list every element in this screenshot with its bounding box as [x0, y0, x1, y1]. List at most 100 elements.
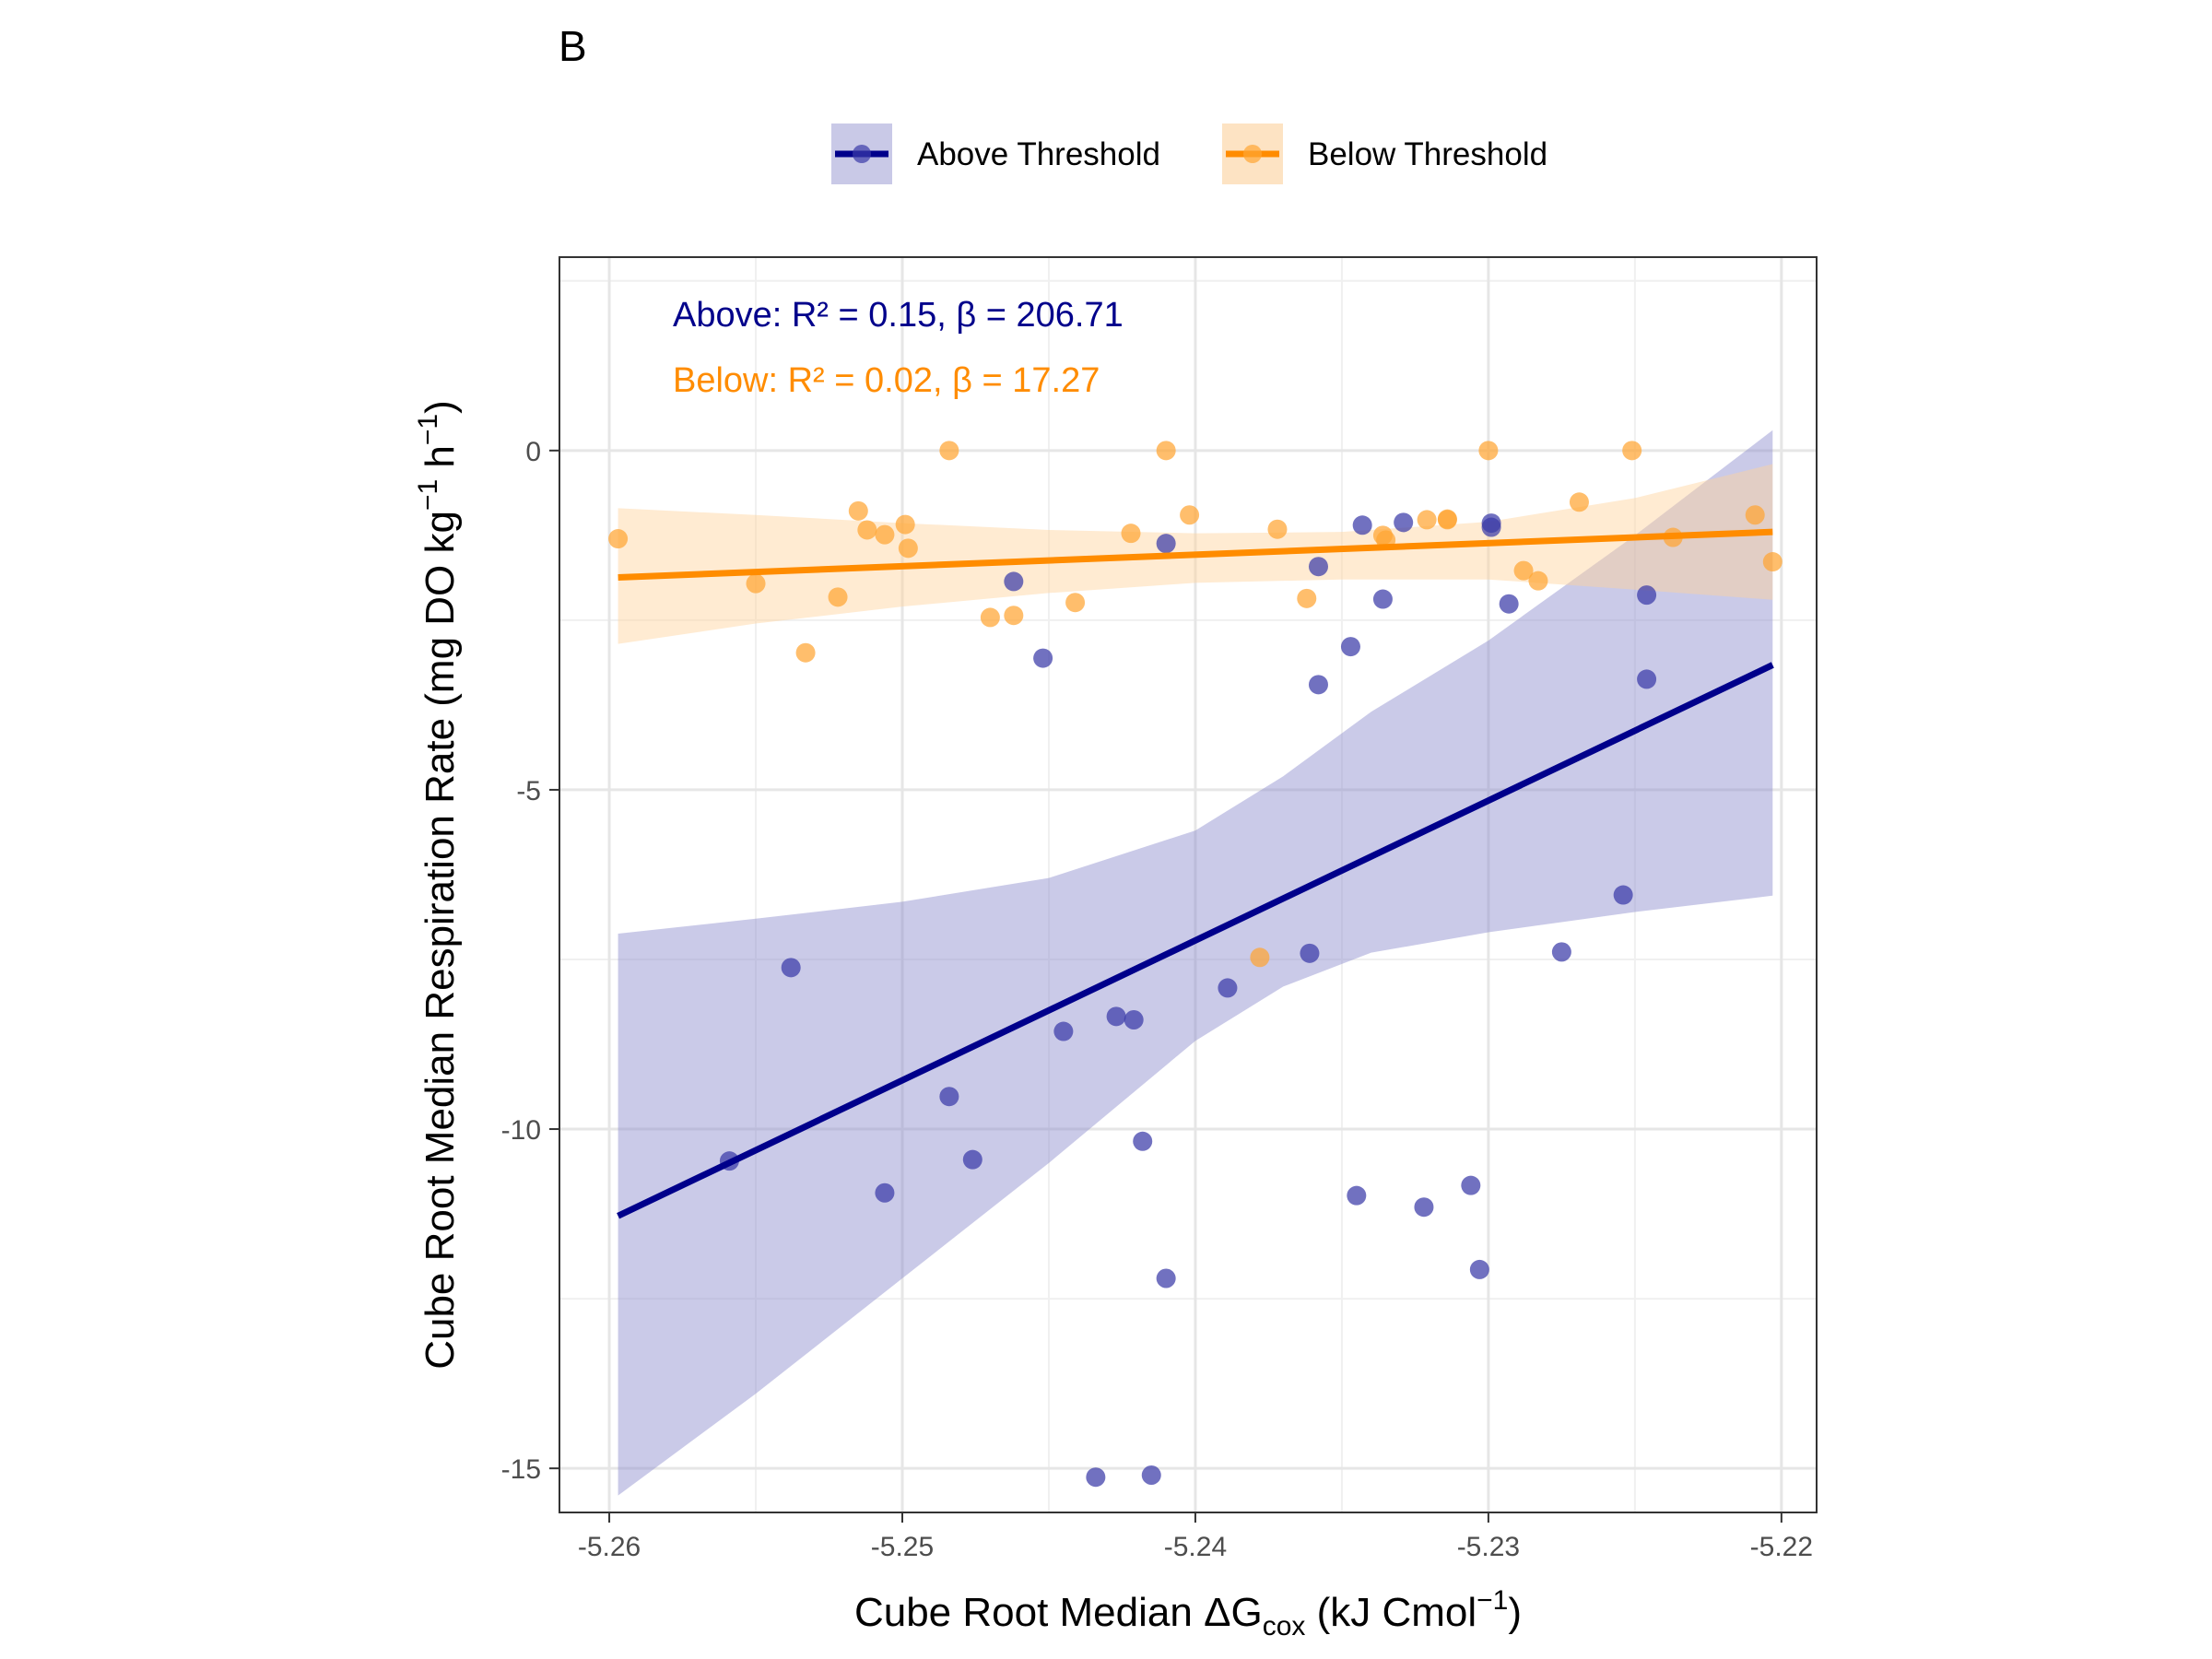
point-above	[1004, 571, 1024, 592]
x-axis-title-sup: −1	[1477, 1585, 1508, 1616]
annotation-below: Below: R² = 0.02, β = 17.27	[673, 361, 1100, 400]
point-below	[746, 573, 766, 594]
point-above	[1156, 534, 1176, 554]
legend-key-above-point	[853, 145, 871, 163]
point-below	[895, 514, 915, 535]
point-above	[1613, 885, 1633, 905]
y-axis-title-main: Cube Root Median Respiration Rate (mg DO…	[418, 511, 463, 1370]
annotation-above: Above: R² = 0.15, β = 206.71	[673, 296, 1124, 335]
y-axis-title-sup2: −1	[413, 414, 443, 445]
y-tick-label: 0	[525, 437, 541, 467]
point-below	[1267, 519, 1288, 539]
point-above	[1414, 1197, 1434, 1218]
y-axis-title-sup1: −1	[413, 479, 443, 511]
point-above	[1308, 675, 1328, 695]
x-axis-title-unit: (kJ Cmol	[1305, 1590, 1477, 1635]
point-below	[980, 607, 1000, 628]
point-above	[1308, 557, 1328, 577]
point-below	[1478, 441, 1499, 461]
x-axis: -5.26 -5.25 -5.24 -5.23 -5.22	[578, 1512, 1813, 1562]
point-below	[848, 500, 868, 521]
plot-border	[559, 256, 1818, 1513]
x-axis-title: Cube Root Median ΔGcox (kJ Cmol−1)	[854, 1585, 1522, 1641]
x-tick-label: -5.25	[871, 1532, 934, 1562]
point-above	[1461, 1175, 1481, 1195]
point-above	[1156, 1268, 1176, 1288]
point-above	[1340, 637, 1360, 657]
point-above	[1352, 515, 1372, 535]
x-axis-title-sub: cox	[1263, 1611, 1306, 1641]
x-axis-title-close: )	[1508, 1590, 1522, 1635]
point-below	[795, 642, 816, 663]
point-below	[857, 520, 877, 540]
point-below	[1513, 560, 1534, 581]
legend: Above Threshold Below Threshold	[831, 124, 1547, 184]
point-above	[1053, 1021, 1074, 1041]
fit-lines	[617, 528, 1774, 1219]
point-above	[1106, 1006, 1126, 1027]
fit-line-below	[618, 528, 1773, 581]
point-above	[875, 1182, 895, 1203]
legend-label-above: Above Threshold	[917, 136, 1160, 172]
point-above	[1394, 512, 1414, 533]
point-above	[1124, 1010, 1144, 1030]
point-below	[828, 587, 848, 607]
point-below	[1622, 441, 1642, 461]
point-below	[1437, 510, 1457, 530]
point-below	[1121, 524, 1141, 544]
data-points	[608, 441, 1783, 1488]
point-below	[875, 524, 895, 545]
plot-area	[559, 257, 1817, 1512]
point-above	[1372, 589, 1393, 609]
band-above	[618, 429, 1773, 1496]
legend-item-below: Below Threshold	[1222, 124, 1547, 184]
legend-key-below-point	[1243, 145, 1262, 163]
point-below	[1250, 947, 1270, 968]
point-below	[608, 529, 629, 549]
point-above	[1499, 594, 1519, 614]
point-above	[1033, 648, 1053, 668]
point-above	[1218, 978, 1238, 998]
point-below	[1417, 510, 1437, 530]
legend-label-below: Below Threshold	[1308, 136, 1547, 172]
panel-label: B	[559, 22, 587, 70]
point-above	[1347, 1185, 1367, 1206]
point-above	[781, 958, 801, 978]
y-tick-label: -15	[501, 1454, 541, 1485]
point-below	[1065, 593, 1086, 613]
grid-major	[559, 257, 1817, 1512]
x-tick-label: -5.24	[1164, 1532, 1227, 1562]
point-below	[939, 441, 959, 461]
point-below	[1762, 552, 1783, 572]
y-axis-title-mid: h	[418, 445, 463, 479]
point-below	[1745, 505, 1765, 525]
grid-minor	[559, 257, 1817, 1512]
x-tick-label: -5.26	[578, 1532, 641, 1562]
point-above	[939, 1087, 959, 1107]
point-below	[1004, 606, 1024, 626]
point-above	[1481, 517, 1501, 537]
y-axis-title-close: )	[418, 400, 463, 414]
point-above	[962, 1149, 982, 1170]
x-axis-title-main: Cube Root Median ΔG	[854, 1590, 1263, 1635]
point-above	[1086, 1467, 1106, 1488]
point-below	[1156, 441, 1176, 461]
point-above	[1133, 1131, 1153, 1151]
point-above	[1551, 942, 1571, 962]
fit-line-above	[617, 662, 1774, 1219]
y-axis: 0 -5 -10 -15	[501, 437, 559, 1485]
point-above	[1637, 585, 1657, 606]
point-below	[1528, 571, 1548, 591]
point-above	[1637, 669, 1657, 689]
x-tick-label: -5.22	[1750, 1532, 1813, 1562]
legend-item-above: Above Threshold	[831, 124, 1160, 184]
point-above	[1141, 1465, 1161, 1486]
point-below	[1180, 505, 1200, 525]
x-tick-label: -5.23	[1457, 1532, 1520, 1562]
point-above	[1300, 943, 1320, 963]
point-below	[1297, 588, 1317, 608]
point-above	[1469, 1259, 1489, 1279]
point-below	[898, 538, 918, 559]
point-below	[1569, 492, 1589, 512]
